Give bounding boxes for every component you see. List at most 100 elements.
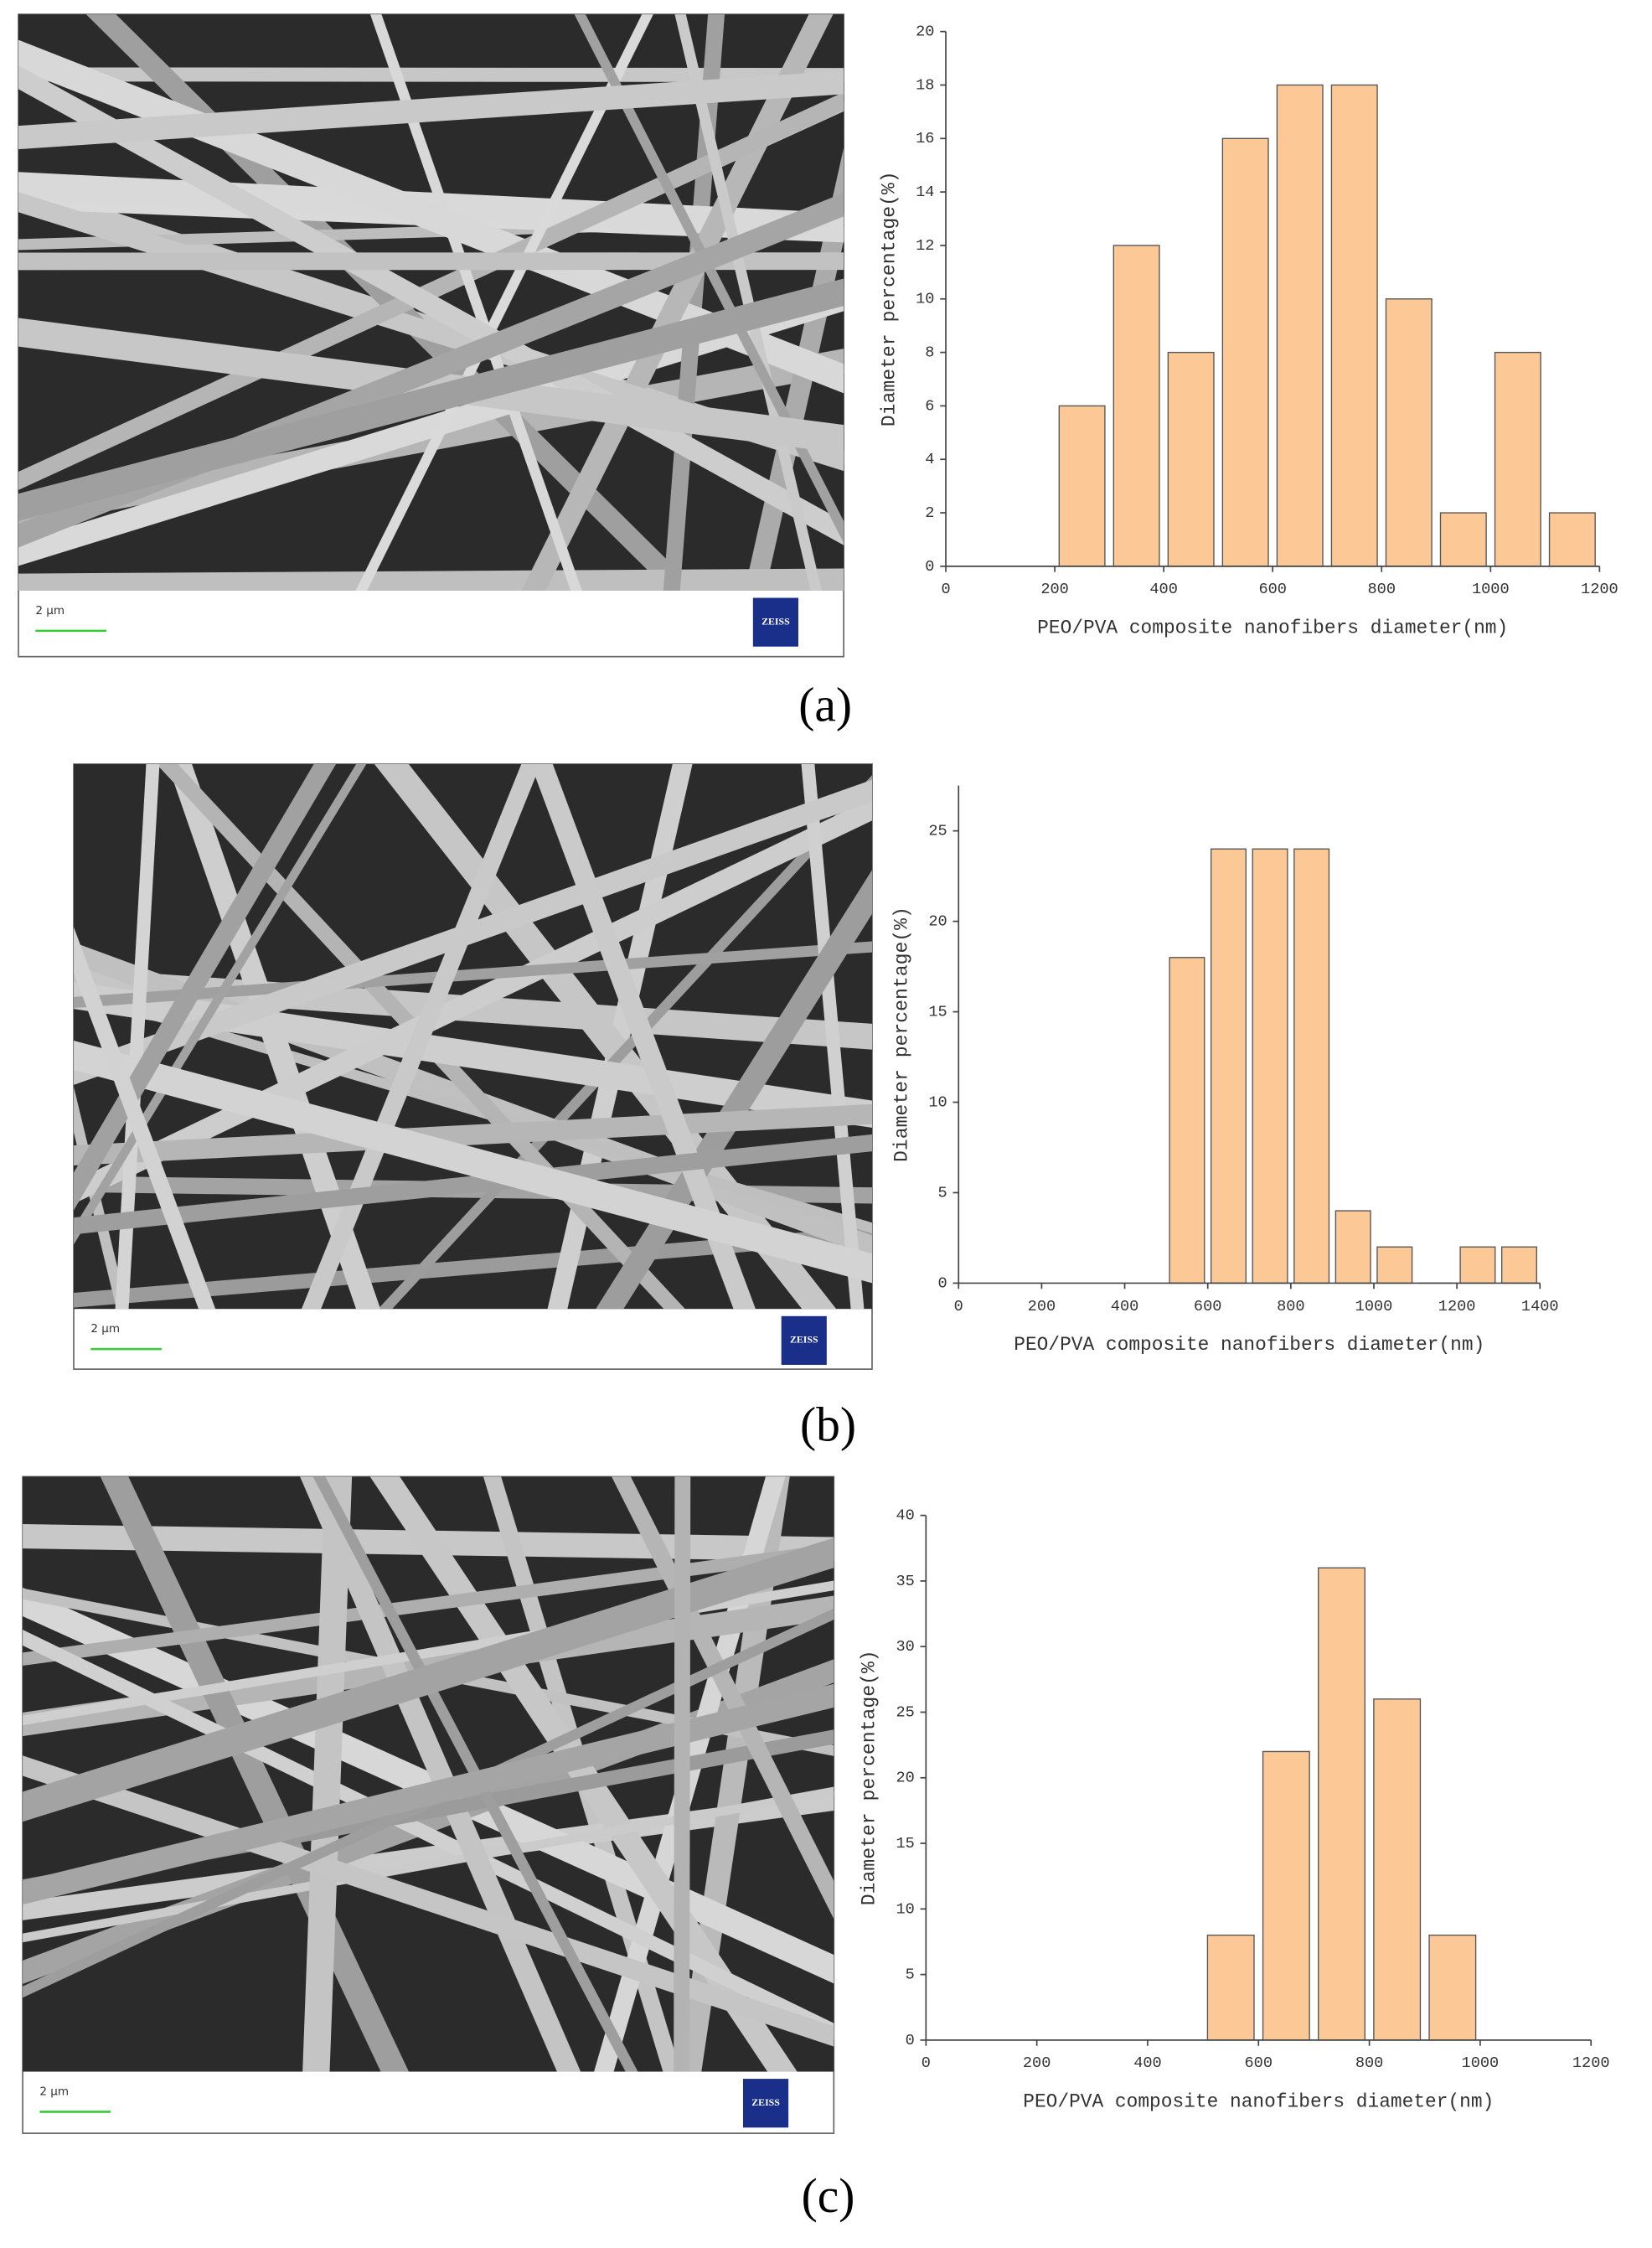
x-tick-label: 800	[1355, 2054, 1384, 2072]
fiber	[369, 14, 582, 591]
bar	[1330, 84, 1378, 567]
x-tick-label: 1000	[1462, 2054, 1500, 2072]
y-tick-label: 25	[896, 1703, 914, 1721]
logo-box	[781, 1315, 827, 1365]
bar	[1428, 1934, 1477, 2041]
x-tick-label: 600	[1258, 580, 1287, 598]
bar	[1376, 1246, 1413, 1284]
sem-fibers	[74, 764, 873, 1310]
logo-box	[752, 597, 798, 647]
fiber	[23, 1580, 834, 1726]
fiber	[18, 70, 844, 150]
x-axis-label: PEO/PVA composite nanofibers diameter(nm…	[1037, 617, 1508, 638]
bar	[1318, 1567, 1365, 2041]
bar	[1373, 1698, 1422, 2041]
scale-label: 2 μm	[35, 604, 65, 618]
fiber	[74, 1103, 873, 1166]
scale-label: 2 μm	[39, 2085, 69, 2098]
bar	[1293, 848, 1330, 1284]
sem-fibers	[23, 1405, 920, 2143]
bar	[1459, 1246, 1496, 1284]
fiber	[74, 1087, 128, 1310]
x-tick-label: 400	[1133, 2054, 1162, 2072]
y-tick-label: 4	[925, 450, 934, 468]
fiber	[18, 318, 844, 454]
y-tick-label: 20	[928, 912, 947, 930]
bar	[1276, 84, 1324, 567]
fiber	[612, 1476, 834, 1920]
fiber	[18, 568, 844, 591]
x-tick-label: 1000	[1472, 580, 1510, 598]
x-tick-label: 800	[1367, 580, 1396, 598]
bar	[1385, 298, 1433, 567]
x-axis-label: PEO/PVA composite nanofibers diameter(nm…	[1014, 1334, 1484, 1356]
panel-label: (c)	[802, 2168, 855, 2223]
fiber	[18, 91, 844, 490]
x-tick-label: 1000	[1355, 1297, 1393, 1315]
bar	[1221, 137, 1269, 567]
panel-label: (b)	[800, 1397, 856, 1451]
fiber	[574, 14, 844, 544]
fiber	[530, 764, 756, 1310]
x-tick-label: 600	[1245, 2054, 1273, 2072]
bar	[1058, 405, 1106, 567]
y-tick-label: 6	[925, 396, 934, 415]
fiber	[115, 764, 160, 1310]
x-tick-label: 0	[941, 580, 950, 598]
bar	[1335, 1210, 1371, 1284]
bar	[1262, 1750, 1310, 2041]
x-tick-label: 200	[1023, 2054, 1051, 2072]
y-tick-label: 10	[928, 1093, 947, 1111]
bar	[1210, 848, 1247, 1284]
fiber	[23, 1791, 834, 1920]
y-tick-label: 0	[925, 557, 934, 576]
x-tick-label: 1200	[1572, 2054, 1610, 2072]
y-tick-label: 40	[896, 1506, 914, 1525]
fiber	[300, 1476, 581, 2072]
sem-fibers	[18, 14, 844, 591]
y-tick-label: 0	[906, 2031, 915, 2049]
x-tick-label: 0	[954, 1297, 963, 1315]
y-tick-label: 5	[906, 1965, 915, 1983]
bar	[1494, 351, 1541, 567]
fiber	[355, 14, 653, 591]
y-tick-label: 25	[928, 822, 947, 840]
logo-text: ZEISS	[751, 2096, 780, 2108]
fiber	[596, 870, 873, 1310]
fiber	[374, 764, 837, 1310]
fiber	[915, 1405, 920, 2143]
bar	[1167, 351, 1215, 567]
y-tick-label: 2	[925, 504, 934, 522]
fiber	[74, 927, 216, 1310]
bar	[1500, 1246, 1537, 1284]
fiber	[674, 14, 822, 591]
bar	[1252, 848, 1288, 1284]
fiber	[23, 1786, 834, 1943]
fiber	[18, 278, 844, 521]
fiber	[23, 1659, 834, 1984]
fiber	[74, 981, 873, 1128]
bar	[1169, 957, 1205, 1284]
y-tick-label: 20	[916, 23, 934, 41]
logo-box	[742, 2079, 789, 2128]
x-tick-label: 1200	[1438, 1297, 1476, 1315]
scale-label: 2 μm	[90, 1322, 120, 1336]
bar	[1113, 245, 1160, 567]
fiber	[23, 1630, 834, 2039]
fiber	[674, 1476, 691, 2072]
fiber	[74, 764, 337, 1211]
y-tick-label: 15	[928, 1002, 947, 1021]
fiber	[18, 193, 844, 548]
fiber	[74, 941, 873, 1008]
y-tick-label: 15	[896, 1834, 914, 1853]
y-axis-label: Diameter percentage(%)	[859, 1650, 880, 1905]
x-tick-label: 400	[1149, 580, 1178, 598]
y-tick-label: 16	[916, 129, 934, 147]
bar	[1439, 512, 1487, 567]
bar	[1206, 1934, 1255, 2041]
y-axis-label: Diameter percentage(%)	[878, 171, 900, 426]
y-tick-label: 10	[896, 1899, 914, 1918]
panel-label: (a)	[798, 677, 852, 731]
